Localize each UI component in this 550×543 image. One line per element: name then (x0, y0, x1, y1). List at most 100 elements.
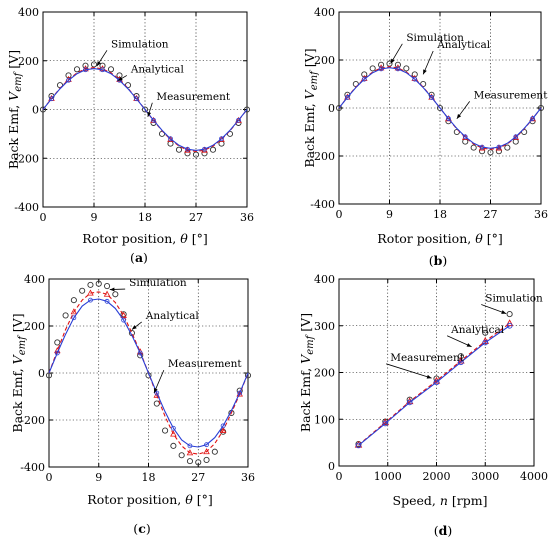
series-point-measurement (458, 359, 464, 366)
series-point-measurement (219, 136, 224, 142)
y-tick-label: -200 (14, 152, 39, 165)
series-point-simulation (479, 148, 486, 155)
annotation-arrowhead (117, 76, 123, 81)
series-point-measurement (237, 390, 243, 396)
series-point-measurement (151, 117, 156, 123)
series-point-measurement (220, 423, 226, 429)
panel-label: (a) (130, 250, 148, 265)
annotation-arrowhead (466, 343, 472, 347)
y-tick-label: -400 (20, 461, 45, 474)
y-axis-label: Back Emf, Vemf [V] (302, 48, 320, 167)
series-point-simulation (482, 329, 489, 336)
chart-panel-c: -400 -200 0 200 400 0 9 18 27 36 Simulation Analyti… (10, 273, 255, 536)
series-point-simulation (243, 106, 251, 113)
series-point-measurement (66, 77, 71, 83)
series-point-analytical (103, 290, 111, 297)
y-tick-label: 200 (314, 367, 335, 380)
x-tick-label: 0 (40, 211, 47, 224)
series-point-analytical (186, 449, 194, 456)
series-point-simulation (103, 282, 111, 290)
series-point-simulation (120, 311, 127, 318)
x-axis-label: Rotor position, θ [°] (377, 231, 502, 246)
series-point-simulation (192, 151, 200, 158)
series-point-simulation (394, 61, 401, 68)
y-tick-label: 0 (328, 102, 335, 115)
series-point-simulation (506, 311, 513, 318)
series-point-measurement (355, 442, 362, 449)
annotation-label-analytical: Analytical (145, 310, 200, 322)
x-axis-label: Rotor position, θ [°] (87, 492, 212, 507)
annotation-arrowhead (423, 69, 427, 75)
series-point-measurement (71, 315, 77, 321)
series-point-measurement (429, 95, 434, 100)
series-point-measurement (506, 322, 513, 329)
annotation-arrowhead (96, 61, 101, 67)
y-axis-label: Back Emf, Vemf [V] (6, 50, 24, 169)
y-tick-label: 100 (314, 413, 335, 426)
series-point-measurement (382, 420, 389, 427)
y-tick-label: -200 (20, 414, 45, 427)
x-tick-label: 36 (241, 471, 255, 484)
series-point-measurement (185, 146, 190, 152)
series-point-measurement (49, 96, 54, 102)
series-point-simulation (211, 448, 218, 455)
series-point-simulation (201, 150, 208, 157)
x-tick-label: 3000 (471, 470, 499, 483)
series-point-measurement (496, 144, 502, 150)
series-point-measurement (378, 66, 384, 72)
series-point-simulation (90, 61, 98, 68)
x-tick-label: 36 (534, 208, 548, 221)
series-point-measurement (433, 379, 440, 386)
series-point-measurement (204, 442, 209, 448)
x-tick-label: 1000 (374, 470, 402, 483)
series-point-measurement (121, 317, 127, 323)
series-point-simulation (184, 150, 191, 157)
series-point-simulation (457, 353, 464, 360)
series-point-simulation (99, 62, 106, 69)
series-point-simulation (195, 459, 202, 466)
x-tick-label: 9 (386, 208, 393, 221)
series-point-measurement (88, 297, 93, 303)
series-line-measurement (338, 67, 542, 149)
series-line-measurement (42, 68, 248, 151)
series-point-analytical (120, 311, 127, 318)
series-point-measurement (236, 117, 241, 123)
series-point-measurement (345, 95, 350, 100)
series-point-simulation (203, 456, 210, 464)
x-axis-label: Speed, n [rpm] (393, 493, 488, 508)
x-tick-label: 9 (91, 211, 98, 224)
series-point-simulation (178, 452, 185, 459)
series-point-analytical (203, 448, 210, 455)
annotation-arrowhead (147, 111, 152, 117)
y-tick-label: 0 (328, 460, 335, 473)
series-point-measurement (104, 298, 110, 304)
series-point-simulation (70, 297, 77, 304)
chart-panel-b: -400 -200 0 200 400 0 9 18 27 36 SimulationAnalyti… (302, 6, 548, 268)
series-point-simulation (537, 104, 545, 112)
series-point-measurement (412, 76, 418, 82)
x-tick-label: 27 (189, 211, 203, 224)
annotation-label-analytical: Analytical (436, 39, 491, 51)
annotation-label-measurement: Measurement (168, 358, 243, 370)
series-point-simulation (186, 458, 194, 465)
series-point-measurement (154, 390, 160, 396)
series-line-measurement (48, 298, 249, 448)
series-point-simulation (87, 281, 94, 288)
series-point-measurement (168, 136, 173, 142)
y-axis-label: Back Emf, Vemf [V] (10, 313, 28, 432)
series-point-measurement (361, 76, 367, 82)
series-point-measurement (54, 350, 60, 356)
series-point-measurement (462, 134, 468, 140)
annotation-arrowhead (390, 58, 395, 64)
series-point-measurement (134, 96, 139, 102)
series-point-measurement (137, 350, 143, 356)
x-tick-label: 9 (95, 471, 102, 484)
series-point-simulation (153, 400, 160, 407)
annotation-arrowhead (501, 310, 507, 314)
series-point-analytical (70, 308, 78, 315)
x-tick-label: 36 (240, 211, 254, 224)
series-point-simulation (141, 106, 149, 113)
series-point-simulation (73, 66, 81, 73)
series-point-simulation (62, 312, 69, 319)
y-tick-label: 0 (32, 104, 39, 117)
